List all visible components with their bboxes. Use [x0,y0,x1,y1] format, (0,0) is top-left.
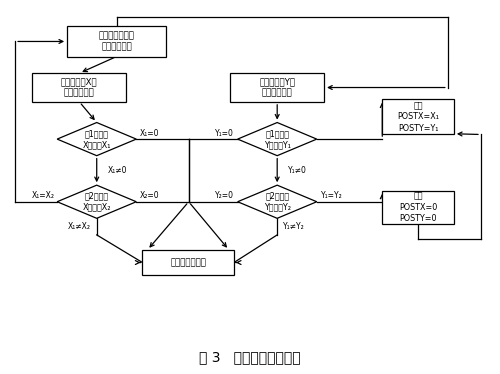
Polygon shape [57,123,136,156]
Text: 第1次采样
Y相电压Y₁: 第1次采样 Y相电压Y₁ [264,129,290,149]
Polygon shape [57,185,136,218]
Bar [67,26,166,56]
Text: 图 3   触摸功能软件流程: 图 3 触摸功能软件流程 [199,350,301,364]
Polygon shape [238,123,317,156]
Bar [32,73,126,102]
Text: 输出
POSTX=0
POSTY=0: 输出 POSTX=0 POSTY=0 [399,191,437,223]
Text: Y₁=0: Y₁=0 [215,129,234,138]
Text: 输出
POSTX=X₁
POSTY=Y₁: 输出 POSTX=X₁ POSTY=Y₁ [397,101,439,133]
Text: 第2次采样
Y相电压Y₂: 第2次采样 Y相电压Y₂ [264,192,290,212]
Text: 采样值无效清零: 采样值无效清零 [170,258,206,267]
Bar [382,99,454,135]
Text: Y₁=Y₂: Y₁=Y₂ [320,191,342,200]
Bar [230,73,324,102]
Text: 第2次采样
X相电压X₂: 第2次采样 X相电压X₂ [82,192,111,212]
Polygon shape [238,185,317,218]
Text: 引脚配置为X相
电压采样状态: 引脚配置为X相 电压采样状态 [61,77,98,98]
Text: 定时器中断启动
触摸屏子程序: 定时器中断启动 触摸屏子程序 [98,31,134,52]
Text: Y₂=0: Y₂=0 [214,191,234,200]
Text: X₁=0: X₁=0 [140,129,160,138]
Bar [142,250,234,275]
Text: 第1次采样
X相电压X₁: 第1次采样 X相电压X₁ [82,129,111,149]
Text: X₁=X₂: X₁=X₂ [32,191,54,200]
Bar [382,191,454,224]
Text: X₂=0: X₂=0 [140,191,160,200]
Text: X₁≠0: X₁≠0 [108,166,127,175]
Text: Y₁≠0: Y₁≠0 [288,166,307,175]
Text: Y₁≠Y₂: Y₁≠Y₂ [283,222,305,231]
Text: 引脚配置为Y相
电压采样状态: 引脚配置为Y相 电压采样状态 [259,77,295,98]
Text: X₁≠X₂: X₁≠X₂ [68,222,91,231]
